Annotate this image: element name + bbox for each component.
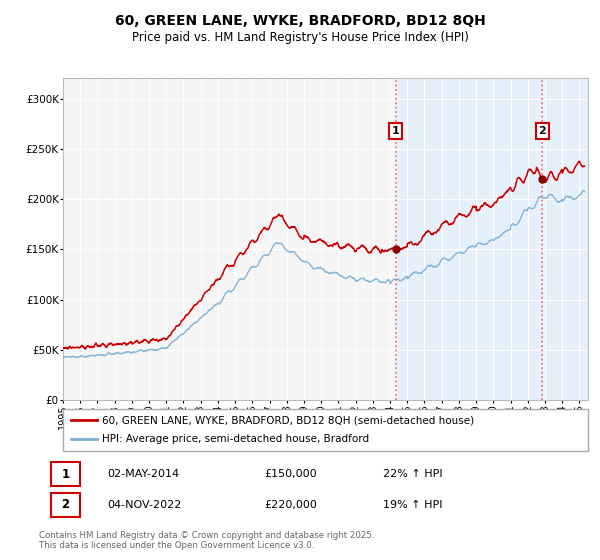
Text: 19% ↑ HPI: 19% ↑ HPI bbox=[383, 500, 442, 510]
FancyBboxPatch shape bbox=[50, 493, 80, 517]
Text: 1: 1 bbox=[392, 126, 400, 136]
Text: 2: 2 bbox=[538, 126, 546, 136]
Text: £150,000: £150,000 bbox=[264, 469, 317, 479]
Text: £220,000: £220,000 bbox=[264, 500, 317, 510]
Text: 02-MAY-2014: 02-MAY-2014 bbox=[107, 469, 179, 479]
Text: 2: 2 bbox=[61, 498, 70, 511]
Text: 1: 1 bbox=[61, 468, 70, 480]
Text: Price paid vs. HM Land Registry's House Price Index (HPI): Price paid vs. HM Land Registry's House … bbox=[131, 31, 469, 44]
Bar bbox=[396, 78, 600, 400]
FancyBboxPatch shape bbox=[50, 462, 80, 486]
Text: HPI: Average price, semi-detached house, Bradford: HPI: Average price, semi-detached house,… bbox=[103, 435, 370, 445]
Text: 22% ↑ HPI: 22% ↑ HPI bbox=[383, 469, 442, 479]
Text: 60, GREEN LANE, WYKE, BRADFORD, BD12 8QH (semi-detached house): 60, GREEN LANE, WYKE, BRADFORD, BD12 8QH… bbox=[103, 415, 475, 425]
Text: Contains HM Land Registry data © Crown copyright and database right 2025.
This d: Contains HM Land Registry data © Crown c… bbox=[39, 531, 374, 550]
Text: 60, GREEN LANE, WYKE, BRADFORD, BD12 8QH: 60, GREEN LANE, WYKE, BRADFORD, BD12 8QH bbox=[115, 14, 485, 28]
Text: 04-NOV-2022: 04-NOV-2022 bbox=[107, 500, 182, 510]
